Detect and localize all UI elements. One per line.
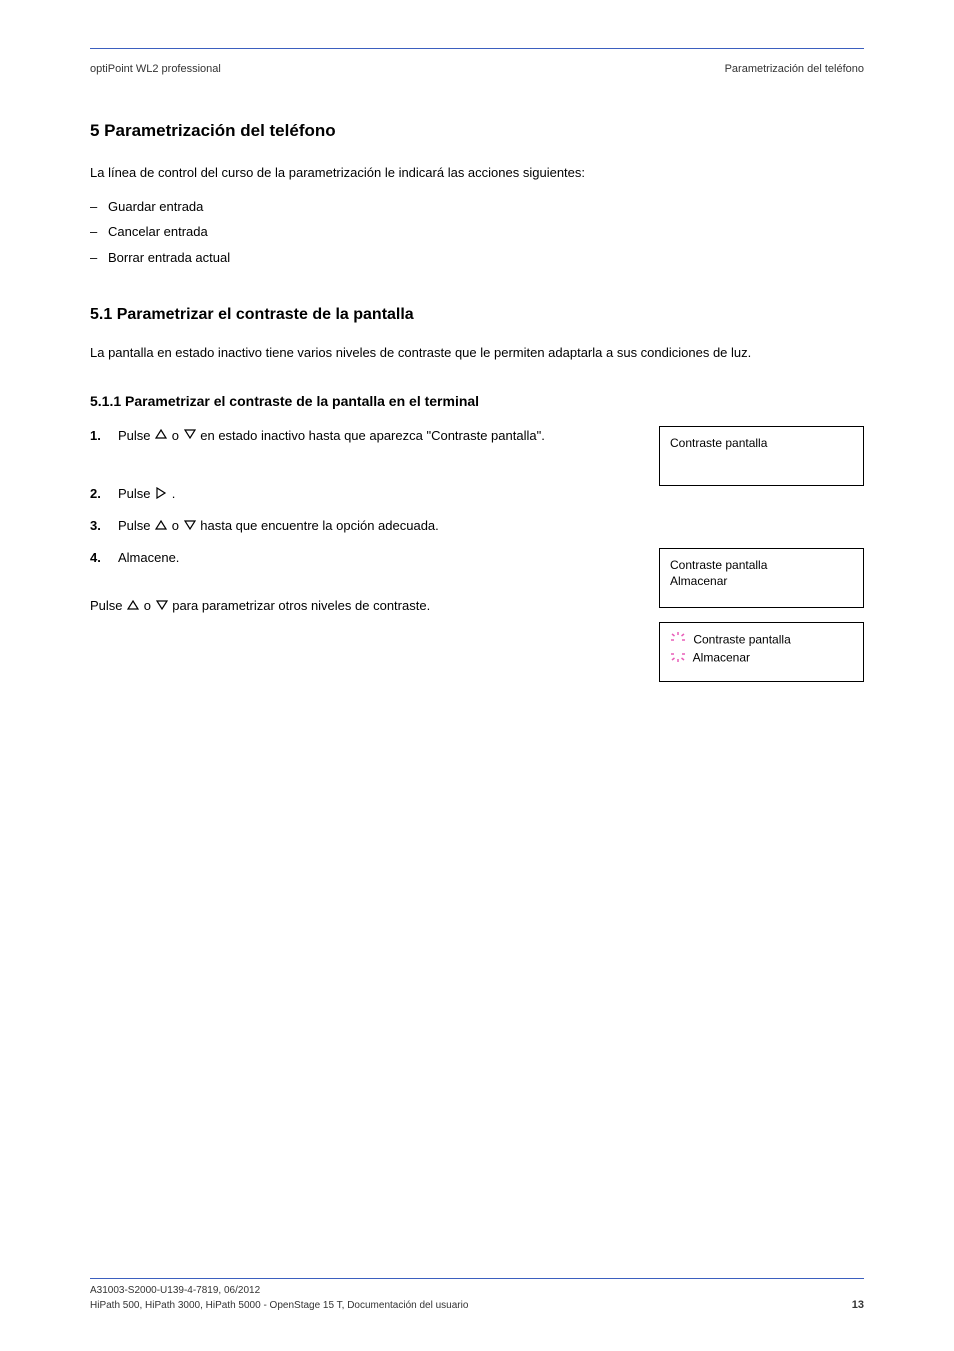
intro-bullet-list: Guardar entrada Cancelar entrada Borrar … <box>90 197 864 268</box>
step-number: 4. <box>90 548 106 568</box>
page-footer: A31003-S2000-U139-4-7819, 06/2012 HiPath… <box>90 1270 864 1313</box>
lcd-line: Contraste pantalla <box>670 631 853 650</box>
footer-left: A31003-S2000-U139-4-7819, 06/2012 HiPath… <box>90 1283 468 1313</box>
step-number: 2. <box>90 484 106 504</box>
lcd-line: Almacenar <box>670 573 853 590</box>
triangle-up-icon <box>127 597 139 617</box>
triangle-down-icon <box>184 517 196 537</box>
list-item: Borrar entrada actual <box>90 248 864 268</box>
lcd-line: Almacenar <box>670 649 853 668</box>
triangle-up-icon <box>155 426 167 446</box>
step-2: 2. Pulse . <box>90 484 641 504</box>
section-5-1-title: 5.1 Parametrizar el contraste de la pant… <box>90 303 864 327</box>
step-1: 1. Pulse o en estado inactivo hasta que … <box>90 426 641 446</box>
lcd-line: Contraste pantalla <box>670 557 853 574</box>
triangle-down-icon <box>184 426 196 446</box>
subsection-5-1-1-title: 5.1.1 Parametrizar el contraste de la pa… <box>90 391 864 412</box>
lcd-display-2: Contraste pantalla Almacenar <box>659 548 864 608</box>
header-left-text: optiPoint WL2 professional <box>90 63 221 75</box>
triangle-up-icon <box>155 517 167 537</box>
section-5-1-text: La pantalla en estado inactivo tiene var… <box>90 343 864 363</box>
chapter-title: 5 Parametrización del teléfono <box>90 118 864 144</box>
top-horizontal-rule <box>90 48 864 49</box>
step-text: Almacene. <box>118 548 641 568</box>
step-3: 3. Pulse o hasta que encuentre la opción… <box>90 516 641 536</box>
brightness-icon <box>670 649 686 668</box>
step-4: 4. Almacene. <box>90 548 641 568</box>
lcd-display-3: Contraste pantalla <box>659 622 864 682</box>
lcd-line: Contraste pantalla <box>670 435 853 452</box>
page-number: 13 <box>852 1297 864 1314</box>
step-text: Pulse . <box>118 484 641 504</box>
triangle-right-icon <box>155 485 167 505</box>
intro-paragraph: La línea de control del curso de la para… <box>90 163 864 183</box>
page-header: optiPoint WL2 professional Parametrizaci… <box>90 61 864 78</box>
brightness-icon <box>670 631 686 650</box>
bottom-horizontal-rule <box>90 1278 864 1279</box>
note-text: Pulse o para parametrizar otros niveles … <box>90 596 641 616</box>
list-item: Guardar entrada <box>90 197 864 217</box>
step-text: Pulse o en estado inactivo hasta que apa… <box>118 426 641 446</box>
lcd-display-1: Contraste pantalla <box>659 426 864 486</box>
step-number: 1. <box>90 426 106 446</box>
step-text: Pulse o hasta que encuentre la opción ad… <box>118 516 641 536</box>
step-number: 3. <box>90 516 106 536</box>
header-right-text: Parametrización del teléfono <box>725 61 864 78</box>
list-item: Cancelar entrada <box>90 222 864 242</box>
triangle-down-icon <box>156 597 168 617</box>
